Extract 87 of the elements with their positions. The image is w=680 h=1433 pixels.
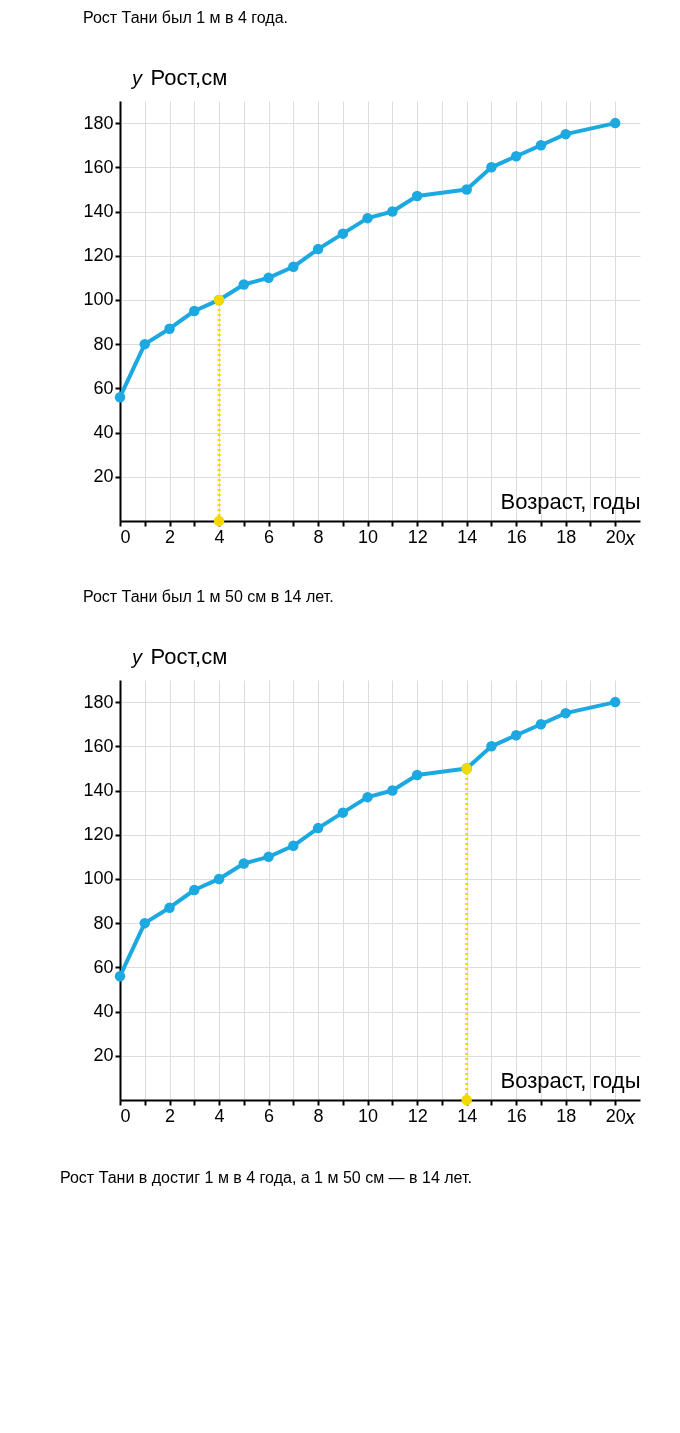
point xyxy=(288,840,299,852)
point xyxy=(263,272,274,284)
x-tick-label: 16 xyxy=(506,526,527,547)
text: x xyxy=(624,527,636,549)
point xyxy=(362,791,373,803)
point xyxy=(139,338,151,350)
point xyxy=(114,391,126,403)
y-axis-title: Рост,см xyxy=(150,643,228,669)
y-tick-label: 80 xyxy=(93,912,114,933)
x-tick-label: 6 xyxy=(264,1105,275,1126)
point xyxy=(609,117,621,129)
y-tick-label: 180 xyxy=(83,691,114,712)
point xyxy=(238,858,250,869)
point xyxy=(238,279,250,290)
chart-title: Рост Тани был 1 м в 4 года. xyxy=(82,9,289,26)
y-tick-label: 140 xyxy=(83,780,114,801)
x-tick-label: 6 xyxy=(264,526,275,547)
y-axis-title: Рост,см xyxy=(150,64,228,90)
x-tick-label: 12 xyxy=(407,526,428,547)
x-tick-label: 10 xyxy=(358,1105,379,1126)
point xyxy=(387,785,398,796)
x-tick-label: 8 xyxy=(313,1105,324,1126)
y-tick-label: 160 xyxy=(83,156,114,177)
y-tick-label: 100 xyxy=(83,868,114,889)
x-tick-label: 16 xyxy=(506,1105,527,1126)
x-tick-label: 0 xyxy=(120,1105,131,1126)
x-tick-label: 2 xyxy=(165,526,176,547)
point xyxy=(387,206,398,217)
x-tick-label: 10 xyxy=(358,526,379,547)
point xyxy=(337,228,349,239)
y-tick-label: 80 xyxy=(93,333,114,354)
point xyxy=(189,305,200,317)
x-axis-title: Возраст, годы xyxy=(500,1067,641,1093)
point xyxy=(411,190,423,202)
y-tick-label: 160 xyxy=(83,735,114,756)
text: y xyxy=(130,67,143,89)
point xyxy=(139,917,151,929)
y-tick-label: 120 xyxy=(83,245,114,266)
y-tick-label: 60 xyxy=(93,956,114,977)
x-tick-label: 18 xyxy=(556,526,577,547)
point xyxy=(510,730,522,741)
x-tick-label: 18 xyxy=(556,1105,577,1126)
x-tick-label: 4 xyxy=(214,1105,225,1126)
y-tick-label: 140 xyxy=(83,201,114,222)
y-tick-label: 120 xyxy=(83,824,114,845)
x-tick-label: 8 xyxy=(313,526,324,547)
point xyxy=(510,151,522,162)
point xyxy=(411,769,423,781)
point xyxy=(560,128,571,140)
x-tick-label: 2 xyxy=(165,1105,176,1126)
text: x xyxy=(624,1106,636,1128)
y-tick-label: 20 xyxy=(93,466,114,487)
point xyxy=(263,851,274,863)
y-tick-label: 20 xyxy=(93,1045,114,1066)
y-tick-label: 180 xyxy=(83,112,114,133)
point xyxy=(486,741,497,752)
point xyxy=(362,212,373,224)
point xyxy=(609,696,621,708)
text: y xyxy=(130,646,143,668)
x-axis-title: Возраст, годы xyxy=(500,488,641,514)
point xyxy=(535,718,547,730)
point xyxy=(114,970,126,982)
point xyxy=(535,139,547,151)
x-tick-label: 14 xyxy=(457,1105,478,1126)
point xyxy=(164,902,175,913)
y-tick-label: 40 xyxy=(93,422,114,443)
point xyxy=(312,822,324,834)
point xyxy=(288,261,299,273)
point xyxy=(213,515,225,527)
point xyxy=(461,1094,472,1106)
point xyxy=(337,807,349,818)
text: Рост Тани в достиг 1 м в 4 года, а 1 м 50 см — в 14 лет. xyxy=(60,1169,472,1186)
x-tick-label: 14 xyxy=(457,526,478,547)
chart-title: Рост Тани был 1 м 50 см в 14 лет. xyxy=(82,588,334,605)
point xyxy=(312,243,324,255)
point xyxy=(164,323,175,334)
y-tick-label: 100 xyxy=(83,289,114,310)
y-tick-label: 60 xyxy=(93,377,114,398)
point xyxy=(486,162,497,173)
x-tick-label: 0 xyxy=(120,526,131,547)
point xyxy=(461,184,472,195)
x-tick-label: 12 xyxy=(407,1105,428,1126)
point xyxy=(189,884,200,896)
x-tick-label: 4 xyxy=(214,526,225,547)
point xyxy=(213,873,225,885)
point xyxy=(560,707,571,719)
y-tick-label: 40 xyxy=(93,1001,114,1022)
